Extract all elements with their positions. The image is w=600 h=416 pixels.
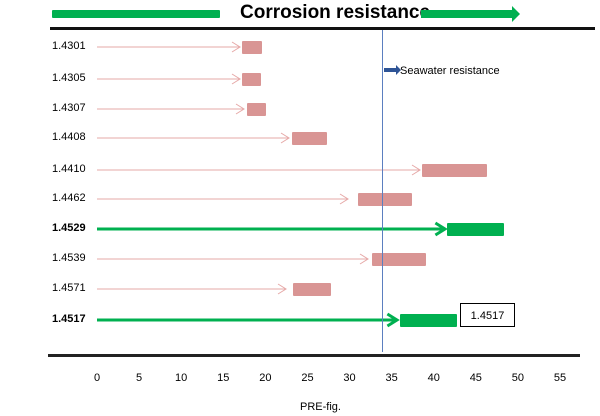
x-axis-line [48,354,580,357]
range-bar [293,283,331,296]
row-label: 1.4408 [52,131,86,143]
x-tick-label: 5 [136,372,143,384]
seawater-threshold-line [382,30,383,352]
x-tick-label: 35 [385,372,398,384]
range-bar [422,164,487,177]
row-label: 1.4462 [52,192,86,204]
x-axis-label: PRE-fig. [300,401,341,413]
x-tick-label: 25 [301,372,314,384]
row-label: 1.4529 [52,222,86,234]
chart-title: Corrosion resistance [240,2,431,23]
range-bar [400,314,457,327]
row-label: 1.4539 [52,252,86,264]
row-label: 1.4305 [52,72,86,84]
row-label: 1.4307 [52,102,86,114]
range-bar [447,223,504,236]
range-bar [242,41,262,54]
x-tick-label: 0 [93,372,101,384]
callout-1.4517: 1.4517 [460,303,515,327]
row-label: 1.4571 [52,282,86,294]
row-label: 1.4301 [52,40,86,52]
range-bar [358,193,412,206]
row-label: 1.4517 [52,313,86,325]
top-divider [50,27,595,30]
x-tick-label: 40 [427,372,440,384]
row-label: 1.4410 [52,163,86,175]
seawater-label: Seawater resistance [400,65,500,77]
x-tick-label: 30 [343,372,356,384]
x-tick-label: 55 [553,372,567,384]
range-bar [292,132,327,145]
range-bar [242,73,261,86]
range-bar [372,253,426,266]
x-tick-label: 10 [175,372,188,384]
x-tick-label: 20 [259,372,272,384]
range-bar [247,103,266,116]
x-tick-label: 15 [217,372,230,384]
header-arrow-icon [421,6,520,22]
x-tick-label: 45 [469,372,482,384]
seawater-arrow-icon [384,65,401,75]
header-green-bar [52,10,220,18]
x-tick-label: 50 [511,372,525,384]
